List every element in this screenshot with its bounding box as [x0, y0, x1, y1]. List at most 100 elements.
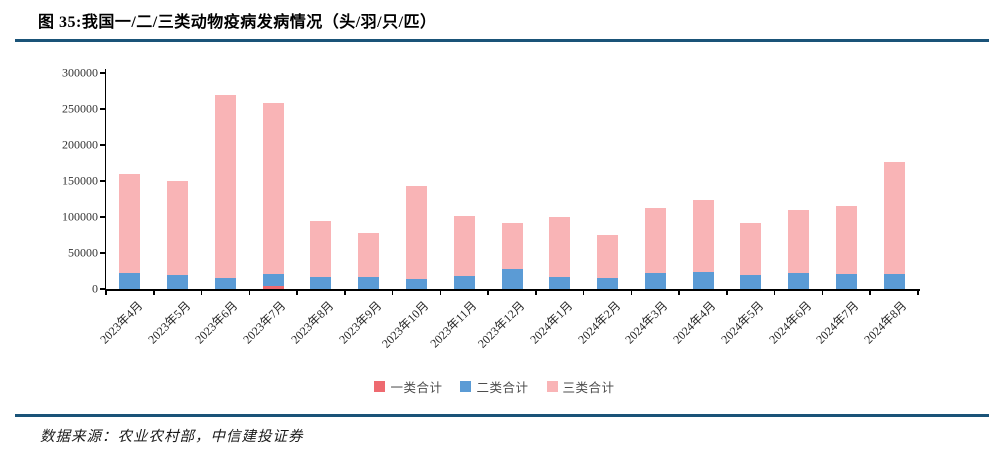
x-axis-label: 2024年8月 — [861, 298, 910, 347]
y-axis-tick-label: 50000 — [68, 245, 98, 260]
y-axis-tick-label: 300000 — [62, 65, 98, 80]
bar-segment-class3 — [119, 173, 141, 274]
x-axis-label: 2023年10月 — [379, 298, 432, 351]
bar-segment-class2 — [788, 273, 810, 289]
x-axis-tick — [535, 291, 537, 295]
bar-segment-class2 — [167, 275, 189, 289]
y-axis-tick — [99, 144, 105, 146]
x-axis-label: 2023年5月 — [144, 298, 193, 347]
bar-segment-class2 — [310, 277, 332, 289]
bar-segment-class2 — [453, 276, 475, 289]
x-axis-tick — [153, 291, 155, 295]
bar-segment-class3 — [310, 220, 332, 278]
y-axis-tick-label: 200000 — [62, 137, 98, 152]
x-axis-label: 2024年3月 — [622, 298, 671, 347]
bar-segment-class3 — [597, 235, 619, 279]
x-axis-tick — [439, 291, 442, 295]
legend-swatch-class1-icon — [374, 381, 386, 392]
x-axis-tick — [296, 291, 298, 295]
bar-segment-class3 — [835, 206, 857, 274]
bar-segment-class2 — [358, 276, 380, 289]
x-axis-tick — [344, 291, 346, 295]
bar-segment-class2 — [405, 278, 427, 289]
y-axis-tick-label: 100000 — [62, 209, 98, 224]
x-axis-label: 2024年7月 — [813, 298, 862, 347]
x-axis-label: 2023年11月 — [427, 298, 480, 351]
bar-segment-class3 — [692, 200, 714, 272]
legend-label-class2: 二类合计 — [476, 381, 529, 395]
x-axis-label: 2023年4月 — [97, 298, 146, 347]
x-axis-label: 2024年5月 — [718, 298, 767, 347]
x-axis-tick — [391, 291, 394, 295]
x-axis-label: 2023年8月 — [288, 298, 337, 347]
x-axis-label: 2023年6月 — [192, 298, 241, 347]
y-axis-line — [104, 69, 106, 291]
y-axis-tick — [99, 252, 105, 254]
bar-segment-class3 — [549, 217, 571, 278]
y-axis-tick — [99, 72, 105, 74]
y-axis-tick — [99, 216, 105, 218]
x-axis-label: 2023年7月 — [240, 298, 289, 347]
x-axis-tick — [582, 291, 585, 295]
x-axis-label: 2024年2月 — [574, 298, 623, 347]
x-axis-tick — [487, 291, 489, 295]
x-axis-tick — [726, 291, 728, 295]
x-axis-label: 2023年12月 — [474, 298, 528, 351]
figure-title: 图 35:我国一/二/三类动物疫病发病情况（头/羽/只/匹） — [38, 14, 437, 31]
footer-divider-rule — [15, 414, 989, 417]
y-axis-tick-label: 0 — [92, 281, 98, 296]
bar-segment-class3 — [167, 181, 189, 276]
bar-segment-class3 — [501, 223, 523, 269]
legend-item-class1: 一类合计 — [374, 377, 442, 396]
bar-segment-class3 — [214, 94, 236, 279]
bar-segment-class2 — [214, 278, 236, 289]
bar-segment-class2 — [692, 271, 714, 289]
y-axis-tick — [99, 180, 105, 182]
bar-segment-class3 — [262, 103, 284, 274]
x-axis-tick — [630, 291, 633, 295]
bar-segment-class3 — [740, 223, 762, 276]
bar-segment-class1 — [262, 286, 284, 289]
legend-swatch-class3-icon — [546, 381, 558, 392]
bar-segment-class2 — [549, 277, 571, 289]
y-axis-tick — [99, 108, 105, 110]
x-axis-label: 2024年1月 — [526, 298, 576, 347]
y-axis-tick — [99, 288, 105, 290]
bar-segment-class3 — [883, 161, 905, 274]
chart-legend: 一类合计 二类合计 三类合计 — [0, 377, 989, 396]
x-axis-tick — [678, 291, 680, 295]
bar-segment-class3 — [453, 215, 475, 277]
bar-segment-class2 — [740, 275, 762, 289]
x-axis-tick — [773, 291, 776, 295]
title-divider-rule — [15, 39, 989, 42]
legend-swatch-class2-icon — [460, 381, 472, 392]
x-axis-tick — [105, 291, 107, 295]
bar-segment-class3 — [358, 232, 380, 277]
x-axis-tick — [821, 291, 824, 295]
x-axis-label: 2024年4月 — [670, 298, 719, 347]
x-axis-line — [104, 289, 920, 291]
x-axis-label: 2024年6月 — [765, 298, 814, 347]
bar-segment-class2 — [835, 273, 857, 289]
y-axis-tick-label: 150000 — [62, 173, 98, 188]
y-axis-tick-label: 250000 — [62, 101, 98, 116]
x-axis-tick — [917, 291, 919, 295]
x-axis-tick — [248, 291, 251, 295]
bar-segment-class3 — [405, 186, 427, 279]
legend-label-class1: 一类合计 — [390, 381, 443, 395]
bar-segment-class2 — [883, 273, 905, 289]
bar-segment-class2 — [262, 273, 284, 287]
bar-segment-class2 — [597, 278, 619, 289]
x-axis-tick — [200, 291, 203, 295]
bar-segment-class3 — [788, 209, 810, 274]
bar-segment-class3 — [644, 207, 666, 274]
data-source-note: 数据来源：农业农村部，中信建投证券 — [40, 429, 304, 445]
bar-segment-class2 — [644, 273, 666, 289]
legend-item-class2: 二类合计 — [460, 377, 528, 396]
legend-item-class3: 三类合计 — [546, 377, 615, 396]
bar-segment-class2 — [119, 273, 141, 289]
legend-label-class3: 三类合计 — [562, 381, 615, 395]
x-axis-tick — [869, 291, 871, 295]
bar-segment-class2 — [501, 268, 523, 289]
